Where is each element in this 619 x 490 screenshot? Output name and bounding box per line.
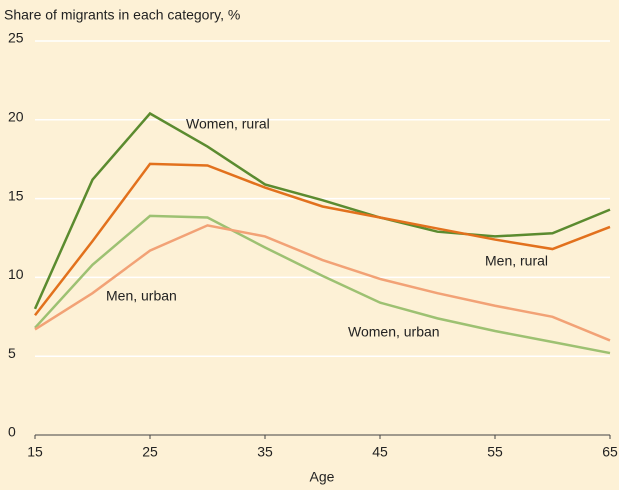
x-tick-label: 35 <box>257 444 273 460</box>
x-tick-label: 15 <box>27 444 43 460</box>
series-label: Women, urban <box>348 324 440 340</box>
series-label: Women, rural <box>186 116 270 132</box>
x-tick-label: 65 <box>602 444 618 460</box>
chart-title: Share of migrants in each category, % <box>4 7 240 23</box>
series-line <box>34 224 611 342</box>
x-axis-label: Age <box>310 469 335 485</box>
x-tick-label: 55 <box>487 444 503 460</box>
series-label: Men, rural <box>485 253 548 269</box>
y-tick-label: 5 <box>8 345 16 361</box>
series-line <box>34 162 611 316</box>
y-tick-label: 20 <box>8 109 24 125</box>
y-tick-label: 0 <box>8 424 16 440</box>
y-tick-label: 15 <box>8 187 24 203</box>
series-line <box>34 214 611 355</box>
y-tick-label: 10 <box>8 266 24 282</box>
y-tick-label: 25 <box>8 30 24 46</box>
series-label: Men, urban <box>106 288 177 304</box>
x-tick-label: 25 <box>142 444 158 460</box>
x-tick-label: 45 <box>372 444 388 460</box>
series-line <box>33 111 611 310</box>
